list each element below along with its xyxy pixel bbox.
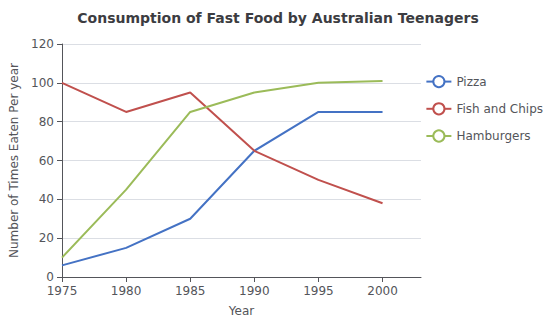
svg-text:80: 80 [39,115,54,129]
svg-text:Pizza: Pizza [456,75,486,89]
svg-text:100: 100 [31,76,54,90]
svg-text:1990: 1990 [239,284,270,298]
svg-text:Year: Year [228,304,254,318]
svg-text:Hamburgers: Hamburgers [456,129,530,143]
svg-text:0: 0 [46,270,54,284]
svg-text:1980: 1980 [111,284,142,298]
svg-text:1985: 1985 [175,284,206,298]
svg-text:40: 40 [39,192,54,206]
svg-text:60: 60 [39,154,54,168]
svg-text:1995: 1995 [303,284,334,298]
svg-text:2000: 2000 [367,284,398,298]
svg-text:120: 120 [31,37,54,51]
svg-text:20: 20 [39,231,54,245]
svg-text:Fish and Chips: Fish and Chips [456,102,543,116]
svg-text:1975: 1975 [47,284,78,298]
svg-text:Consumption of Fast Food by Au: Consumption of Fast Food by Australian T… [77,10,478,26]
svg-text:Number of Times Eaten Per year: Number of Times Eaten Per year [7,63,21,258]
